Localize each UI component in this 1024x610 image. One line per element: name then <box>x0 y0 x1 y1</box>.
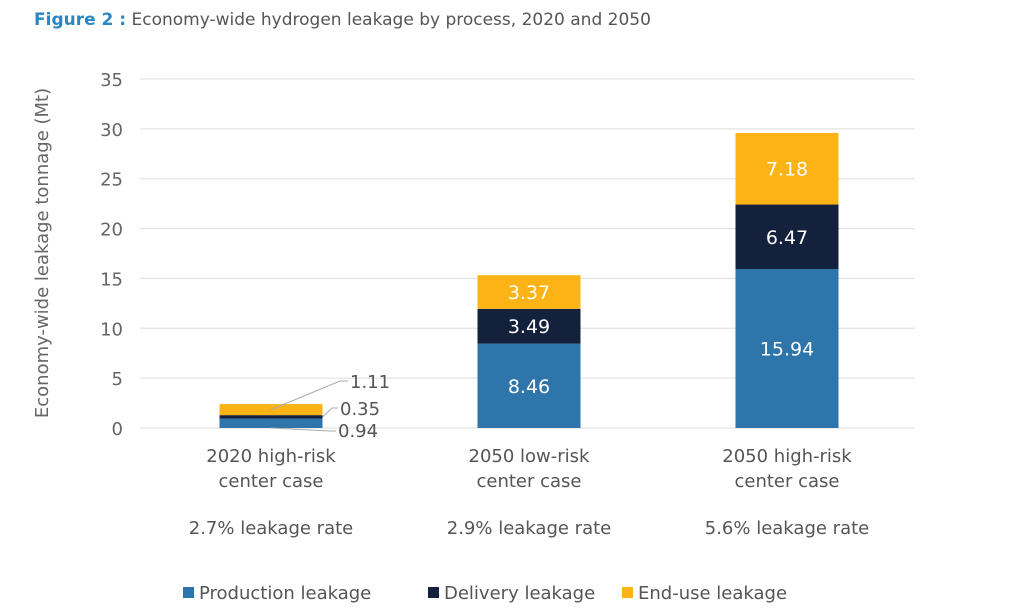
category-note: 2.7% leakage rate <box>189 518 353 539</box>
category-note: 2.9% leakage rate <box>447 518 611 539</box>
y-tick-label: 15 <box>100 269 123 290</box>
x-tick-label: 2050 high-risk <box>722 446 852 467</box>
data-label: 7.18 <box>766 159 808 181</box>
bar-segment <box>477 275 581 309</box>
data-label: 0.94 <box>338 421 378 442</box>
y-tick-label: 25 <box>100 170 123 191</box>
callout-line <box>270 380 348 411</box>
data-label: 15.94 <box>760 339 814 361</box>
x-tick-label: center case <box>734 471 839 492</box>
data-label: 3.37 <box>508 282 550 304</box>
callout-line <box>270 427 336 432</box>
y-tick-label: 35 <box>100 70 123 91</box>
y-tick-label: 5 <box>112 369 123 390</box>
category-note: 5.6% leakage rate <box>705 518 869 539</box>
figure-label: Figure 2 : <box>34 10 127 30</box>
callout-line <box>322 407 338 418</box>
bar-segment <box>735 132 839 205</box>
legend-swatch <box>622 587 633 598</box>
chart-title: Figure 2 : Economy-wide hydrogen leakage… <box>34 10 651 30</box>
x-tick-label: center case <box>476 471 581 492</box>
bar-segment <box>735 204 839 270</box>
legend-label: Production leakage <box>199 583 371 604</box>
data-label: 6.47 <box>766 227 808 249</box>
legend-swatch <box>428 587 439 598</box>
bar-segment <box>219 418 323 428</box>
y-tick-label: 0 <box>112 419 123 440</box>
legend-label: Delivery leakage <box>444 583 595 604</box>
y-tick-label: 30 <box>100 120 123 141</box>
bar-segment <box>477 343 581 428</box>
title-text: Economy-wide hydrogen leakage by process… <box>131 10 651 30</box>
x-tick-label: center case <box>218 471 323 492</box>
bar-segment <box>219 415 323 419</box>
data-label: 0.35 <box>340 399 380 420</box>
x-tick-label: 2020 high-risk <box>206 446 336 467</box>
y-tick-label: 20 <box>100 220 123 241</box>
bar-segment <box>477 308 581 344</box>
legend-swatch <box>183 587 194 598</box>
y-tick-label: 10 <box>100 319 123 340</box>
y-axis-label: Economy-wide leakage tonnage (Mt) <box>32 88 53 418</box>
x-tick-label: 2050 low-risk <box>469 446 591 467</box>
data-label: 1.11 <box>350 372 390 393</box>
data-label: 8.46 <box>508 376 550 398</box>
data-label: 3.49 <box>508 316 550 338</box>
bar-segment <box>735 269 839 428</box>
legend-label: End-use leakage <box>638 583 787 604</box>
